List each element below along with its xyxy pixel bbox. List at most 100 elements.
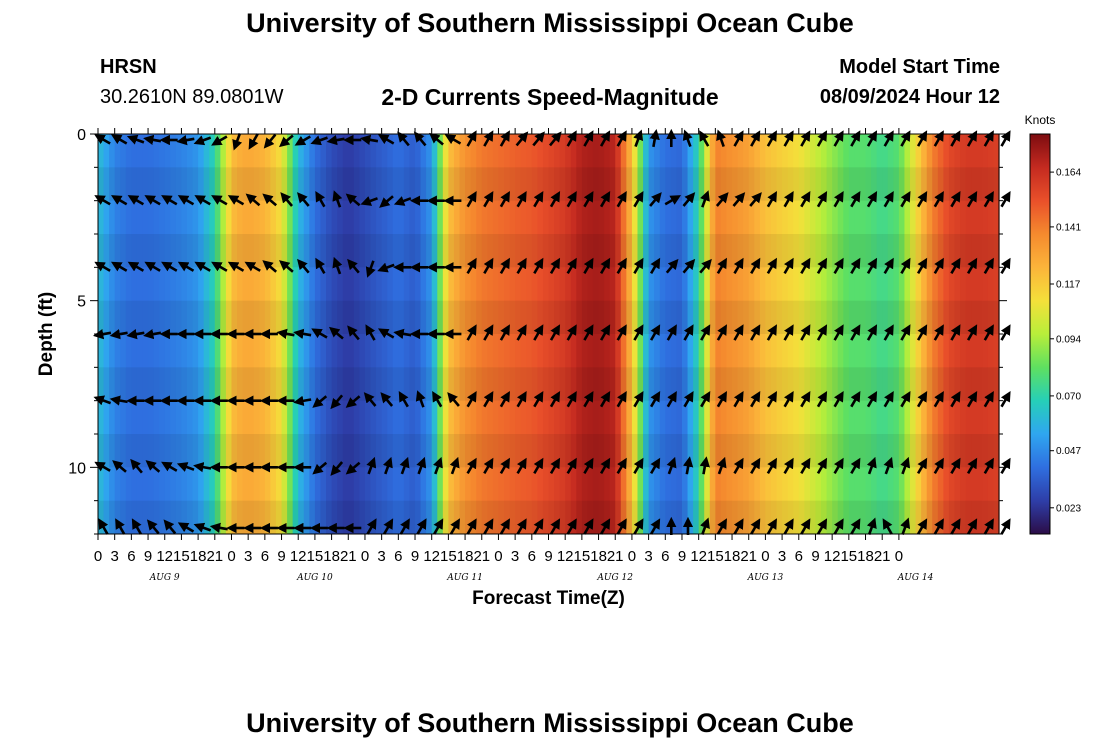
current-arrow bbox=[633, 129, 644, 148]
current-arrow bbox=[109, 329, 128, 340]
current-arrow bbox=[683, 390, 694, 408]
current-arrow bbox=[616, 390, 627, 408]
colorbar-tick-label: 0.023 bbox=[1056, 503, 1081, 514]
current-arrow bbox=[161, 461, 178, 472]
current-arrow bbox=[345, 193, 361, 207]
current-arrow bbox=[382, 518, 394, 535]
current-arrow bbox=[345, 461, 361, 475]
current-arrow bbox=[466, 257, 477, 275]
current-arrow bbox=[649, 518, 661, 535]
current-arrow bbox=[783, 190, 794, 208]
heatmap-column bbox=[509, 134, 516, 534]
current-arrow bbox=[483, 190, 494, 208]
current-arrow bbox=[866, 257, 878, 275]
current-arrow bbox=[699, 456, 710, 475]
heatmap-column bbox=[542, 134, 550, 534]
current-arrow bbox=[883, 190, 894, 208]
current-arrow bbox=[483, 518, 494, 535]
heatmap-column bbox=[676, 134, 683, 534]
heatmap-column bbox=[693, 134, 700, 534]
current-arrow bbox=[499, 390, 510, 408]
current-arrow bbox=[377, 262, 395, 273]
current-arrow bbox=[416, 518, 427, 535]
heatmap-column bbox=[943, 134, 950, 534]
current-arrow bbox=[716, 324, 727, 341]
current-arrow bbox=[833, 130, 844, 147]
x-tick-label: 21 bbox=[607, 548, 624, 565]
current-arrow bbox=[583, 190, 594, 208]
current-arrow bbox=[750, 130, 761, 147]
date-label: AUG 13 bbox=[747, 573, 784, 583]
current-arrow bbox=[883, 130, 894, 147]
heatmap-column bbox=[793, 134, 800, 534]
current-arrow bbox=[716, 390, 727, 408]
current-arrow bbox=[262, 260, 278, 273]
x-tick-label: 15 bbox=[840, 548, 857, 565]
current-arrow bbox=[900, 130, 911, 147]
current-arrow bbox=[533, 324, 544, 341]
depth-band bbox=[98, 201, 999, 234]
current-arrow bbox=[750, 324, 761, 341]
current-arrow bbox=[126, 329, 145, 340]
current-arrow bbox=[900, 324, 911, 341]
current-arrow bbox=[966, 324, 978, 341]
current-arrow bbox=[616, 190, 627, 208]
current-arrow bbox=[616, 257, 627, 275]
current-arrow bbox=[583, 324, 594, 341]
y-axis: 0 5 10 bbox=[68, 127, 1007, 535]
current-arrow bbox=[916, 257, 928, 275]
current-arrow bbox=[682, 192, 696, 207]
current-arrow bbox=[161, 261, 178, 272]
current-arrow bbox=[716, 129, 726, 148]
current-arrow bbox=[916, 518, 928, 535]
current-arrow bbox=[382, 456, 393, 475]
colorbar-title: Knots bbox=[1025, 113, 1056, 127]
x-tick-label: 6 bbox=[795, 548, 803, 565]
current-arrow bbox=[516, 257, 527, 275]
current-arrow bbox=[783, 257, 794, 275]
depth-band bbox=[98, 134, 999, 167]
current-arrow bbox=[279, 134, 294, 148]
current-arrow bbox=[916, 457, 928, 475]
colorbar-tick-label: 0.047 bbox=[1056, 446, 1081, 457]
heatmap-column bbox=[993, 134, 1000, 534]
depth-band bbox=[98, 300, 999, 334]
current-arrow bbox=[599, 390, 611, 408]
x-tick-label: 18 bbox=[724, 548, 741, 565]
current-arrow bbox=[466, 130, 477, 147]
current-arrow bbox=[227, 261, 245, 272]
current-arrow bbox=[499, 190, 510, 208]
current-arrow bbox=[816, 190, 828, 208]
current-arrow bbox=[983, 190, 994, 208]
current-arrow bbox=[110, 261, 128, 272]
current-arrow bbox=[700, 324, 711, 341]
current-arrow bbox=[733, 257, 744, 275]
current-arrow bbox=[566, 324, 577, 341]
current-arrow bbox=[516, 190, 527, 208]
x-tick-label: 21 bbox=[473, 548, 490, 565]
current-arrow bbox=[176, 135, 195, 146]
current-arrow bbox=[833, 518, 844, 535]
current-arrow bbox=[866, 190, 878, 208]
depth-band bbox=[98, 167, 999, 201]
current-arrow bbox=[733, 457, 744, 475]
current-arrow bbox=[599, 324, 611, 341]
current-arrow bbox=[833, 390, 844, 408]
current-arrow bbox=[732, 192, 746, 207]
current-arrow bbox=[176, 462, 195, 472]
current-arrow bbox=[733, 130, 744, 147]
current-arrow bbox=[145, 460, 161, 473]
x-tick-label: 18 bbox=[857, 548, 874, 565]
model-start-value: 08/09/2024 Hour 12 bbox=[819, 86, 1000, 108]
current-arrow bbox=[699, 258, 712, 274]
current-arrow bbox=[950, 190, 961, 208]
current-arrow bbox=[549, 390, 561, 408]
current-arrow bbox=[783, 130, 794, 147]
heatmap-column bbox=[559, 134, 566, 534]
heatmap-column bbox=[743, 134, 750, 534]
current-arrow bbox=[616, 457, 627, 475]
current-arrow bbox=[466, 457, 477, 475]
heatmap-column bbox=[859, 134, 867, 534]
current-arrow bbox=[966, 130, 978, 147]
current-arrow bbox=[293, 395, 312, 406]
